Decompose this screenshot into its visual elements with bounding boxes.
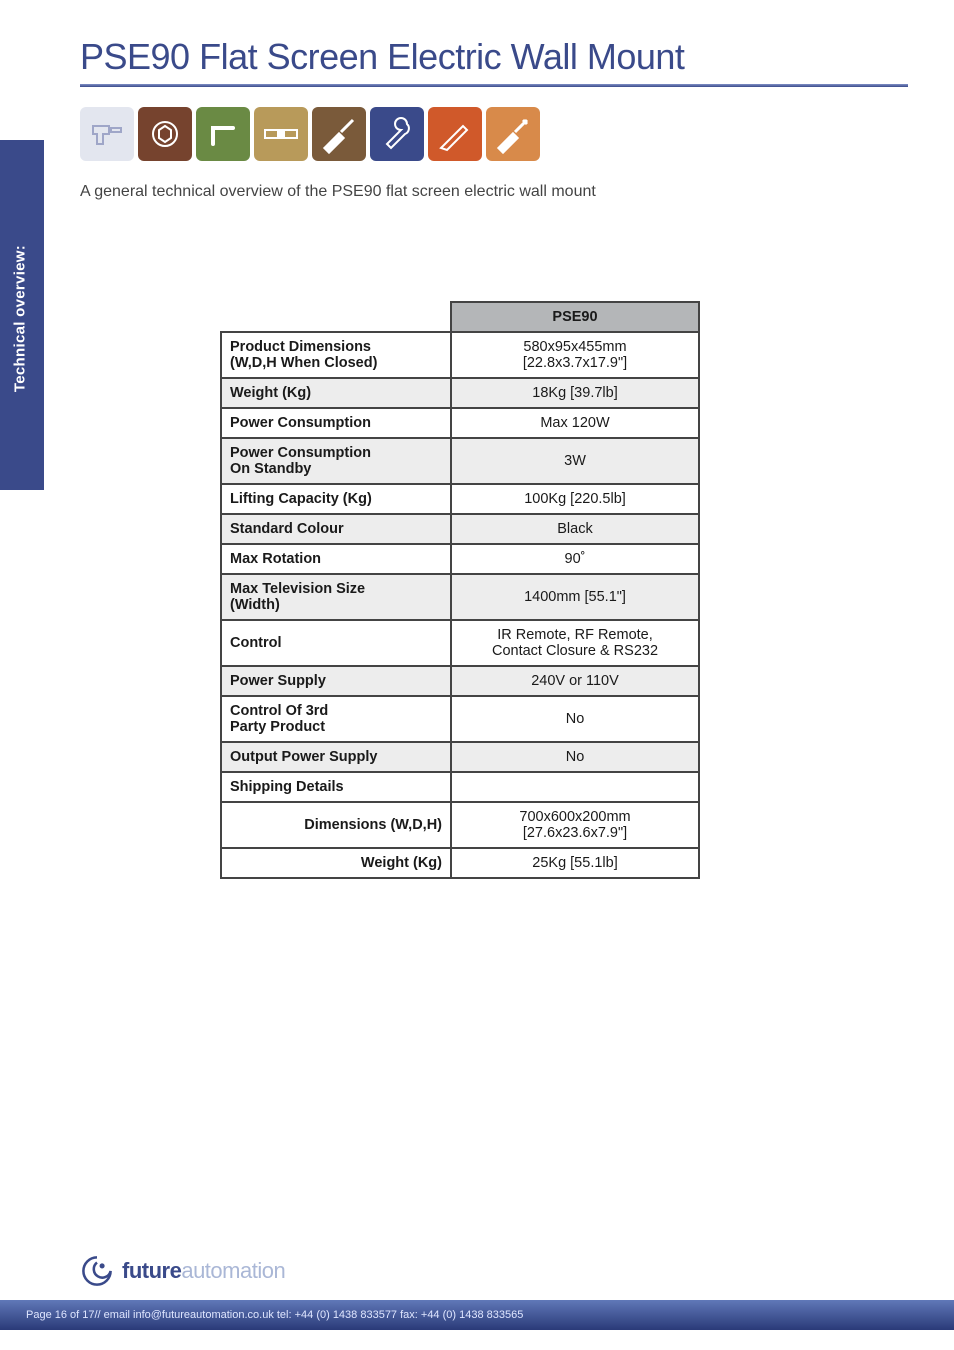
table-row: Dimensions (W,D,H)700x600x200mm [27.6x23…: [221, 802, 699, 848]
table-row-value: 100Kg [220.5lb]: [451, 484, 699, 514]
table-row-value: Black: [451, 514, 699, 544]
table-row: Max Television Size (Width)1400mm [55.1"…: [221, 574, 699, 620]
table-row-label: Power Consumption On Standby: [221, 438, 451, 484]
table-header-row: PSE90: [221, 302, 699, 332]
table-header: PSE90: [451, 302, 699, 332]
table-row-label: Power Consumption: [221, 408, 451, 438]
hex-key-icon: [138, 107, 192, 161]
table-row-value: 18Kg [39.7lb]: [451, 378, 699, 408]
footer-bar: Page 16 of 17// email info@futureautomat…: [0, 1300, 954, 1330]
level-icon: [254, 107, 308, 161]
table-row-value: 1400mm [55.1"]: [451, 574, 699, 620]
shipping-row-value: 25Kg [55.1lb]: [451, 848, 699, 878]
table-row-value: 90˚: [451, 544, 699, 574]
page: Technical overview: PSE90 Flat Screen El…: [0, 0, 954, 1350]
shipping-header: Shipping Details: [221, 772, 451, 802]
table-row: Power Supply240V or 110V: [221, 666, 699, 696]
spanner-icon: [370, 107, 424, 161]
table-row: Control Of 3rd Party ProductNo: [221, 696, 699, 742]
table-row-value: 3W: [451, 438, 699, 484]
table-row-label: Max Rotation: [221, 544, 451, 574]
table-row: Output Power SupplyNo: [221, 742, 699, 772]
table-row-label: Control: [221, 620, 451, 666]
table-row: Weight (Kg)18Kg [39.7lb]: [221, 378, 699, 408]
table-row-value: No: [451, 742, 699, 772]
shipping-row-label: Dimensions (W,D,H): [221, 802, 451, 848]
shipping-header-row: Shipping Details: [221, 772, 699, 802]
footer-bar-text: Page 16 of 17// email info@futureautomat…: [26, 1309, 523, 1321]
pencil-icon: [428, 107, 482, 161]
table-row-value: No: [451, 696, 699, 742]
shipping-row-label: Weight (Kg): [221, 848, 451, 878]
table-row-label: Lifting Capacity (Kg): [221, 484, 451, 514]
table-row: Product Dimensions (W,D,H When Closed)58…: [221, 332, 699, 378]
table-row-value: 240V or 110V: [451, 666, 699, 696]
shipping-row-value: 700x600x200mm [27.6x23.6x7.9"]: [451, 802, 699, 848]
table-row: Max Rotation90˚: [221, 544, 699, 574]
table-row-value: Max 120W: [451, 408, 699, 438]
table-row: Lifting Capacity (Kg)100Kg [220.5lb]: [221, 484, 699, 514]
screwdriver-flat-icon: [312, 107, 366, 161]
side-tab-label: Technical overview:: [12, 209, 29, 429]
intro-text: A general technical overview of the PSE9…: [80, 183, 910, 201]
table-row: Weight (Kg)25Kg [55.1lb]: [221, 848, 699, 878]
drill-icon: [80, 107, 134, 161]
page-title: PSE90 Flat Screen Electric Wall Mount: [80, 36, 910, 78]
title-underline: [80, 84, 908, 87]
table-row-label: Weight (Kg): [221, 378, 451, 408]
shipping-header-blank: [451, 772, 699, 802]
table-row: Standard ColourBlack: [221, 514, 699, 544]
table-row-label: Output Power Supply: [221, 742, 451, 772]
logo-swirl-icon: [80, 1254, 114, 1288]
tools-icon-row: [80, 107, 910, 161]
table-row-label: Control Of 3rd Party Product: [221, 696, 451, 742]
table-row: Power ConsumptionMax 120W: [221, 408, 699, 438]
footer-brand-a: future: [122, 1258, 181, 1283]
spec-table: PSE90 Product Dimensions (W,D,H When Clo…: [220, 301, 700, 879]
allen-key-icon: [196, 107, 250, 161]
table-row-label: Standard Colour: [221, 514, 451, 544]
screwdriver-phillips-icon: [486, 107, 540, 161]
table-row-label: Max Television Size (Width): [221, 574, 451, 620]
table-row-value: 580x95x455mm [22.8x3.7x17.9"]: [451, 332, 699, 378]
table-row-label: Product Dimensions (W,D,H When Closed): [221, 332, 451, 378]
content-area: PSE90 Flat Screen Electric Wall Mount: [80, 36, 910, 879]
table-row: ControlIR Remote, RF Remote, Contact Clo…: [221, 620, 699, 666]
table-row-label: Power Supply: [221, 666, 451, 696]
footer-brand-b: automation: [181, 1258, 285, 1283]
table-row-value: IR Remote, RF Remote, Contact Closure & …: [451, 620, 699, 666]
side-tab: Technical overview:: [0, 140, 44, 490]
footer-logo: futureautomation: [80, 1254, 285, 1288]
table-row: Power Consumption On Standby3W: [221, 438, 699, 484]
